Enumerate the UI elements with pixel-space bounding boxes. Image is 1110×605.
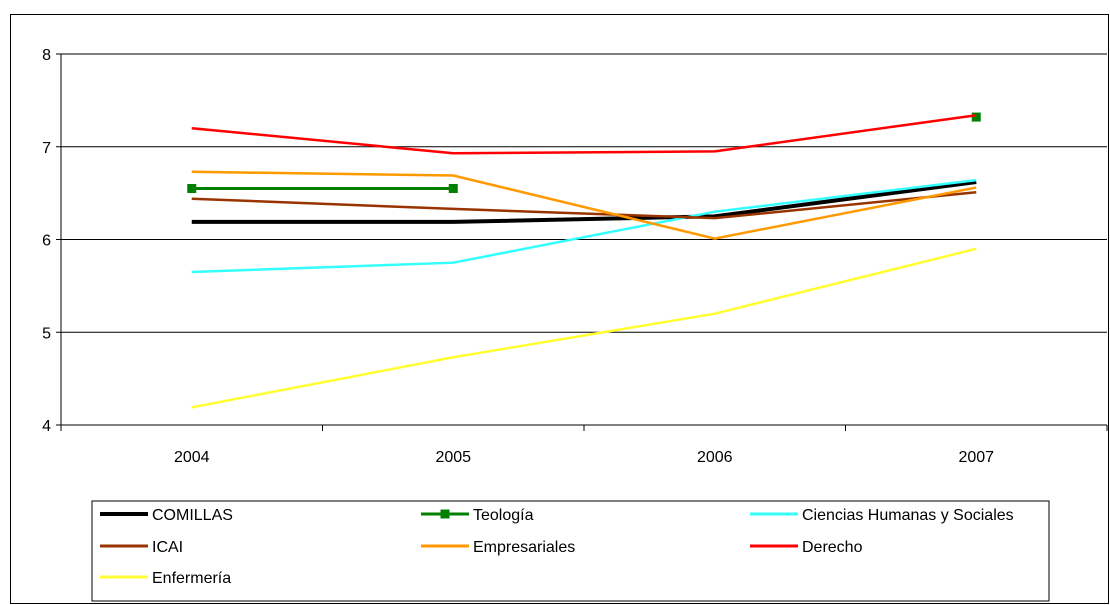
legend-label: Teología: [473, 507, 534, 524]
legend-label: Derecho: [802, 539, 863, 556]
series-line: [191, 170, 977, 240]
y-tick-label: 6: [42, 233, 51, 250]
axes: 4 5 6 7 8 2004 2005 2006 2007: [42, 47, 1108, 466]
x-tick-label: 2005: [435, 449, 471, 466]
legend-label: ICAI: [152, 539, 183, 556]
legend-label: COMILLAS: [152, 507, 233, 524]
series-line: [191, 178, 977, 274]
series-line: [191, 247, 977, 409]
gridlines: [61, 53, 1107, 333]
y-tick-label: 5: [42, 325, 51, 342]
y-tick-label: 8: [42, 47, 51, 64]
y-tick-label: 4: [42, 418, 51, 435]
data-point: [971, 112, 981, 122]
legend-box: [91, 500, 1050, 602]
legend-marker: [440, 509, 450, 519]
y-tick-label: 7: [42, 140, 51, 157]
series-line: [191, 113, 977, 155]
data-point: [448, 183, 458, 193]
series-line: [191, 190, 977, 220]
x-tick-label: 2006: [697, 449, 733, 466]
series-lines: [187, 112, 981, 409]
x-tick-label: 2004: [174, 449, 210, 466]
legend-label: Enfermería: [152, 570, 231, 587]
data-point: [187, 183, 197, 193]
series-line: [191, 180, 977, 224]
legend-label: Empresariales: [473, 539, 575, 556]
legend: COMILLAS Teología Ciencias Humanas y Socia…: [91, 500, 1050, 602]
x-tick-label: 2007: [958, 449, 994, 466]
legend-label: Ciencias Humanas y Sociales: [802, 507, 1014, 524]
